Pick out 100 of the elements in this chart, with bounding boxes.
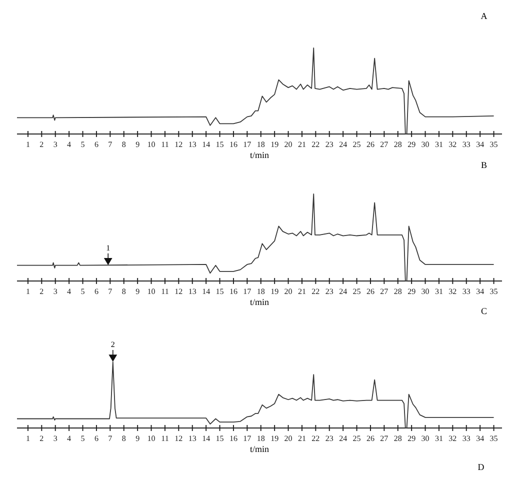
x-tick-label: 4 — [67, 434, 72, 444]
x-tick-label: 17 — [243, 140, 252, 150]
x-tick-label: 15 — [216, 434, 224, 444]
x-tick-label: 6 — [94, 434, 98, 444]
x-tick-label: 22 — [312, 287, 320, 296]
x-tick-label: 23 — [325, 287, 334, 296]
x-tick-label: 29 — [408, 140, 416, 150]
x-tick-label: 16 — [229, 434, 238, 444]
x-tick-label: 10 — [147, 140, 156, 150]
x-tick-label: 5 — [80, 140, 85, 150]
x-tick-label: 32 — [448, 287, 457, 296]
annotation: 1 — [106, 243, 110, 252]
x-tick-label: 2 — [40, 434, 44, 444]
x-tick-label: 33 — [462, 434, 470, 444]
x-tick-label: 32 — [448, 140, 457, 150]
x-tick-label: 33 — [462, 140, 470, 150]
x-tick-label: 13 — [188, 287, 196, 296]
x-tick-label: 31 — [434, 140, 443, 150]
x-tick-label: 32 — [448, 434, 457, 444]
x-tick-label: 14 — [202, 287, 210, 296]
x-tick-label: 35 — [490, 140, 498, 150]
x-tick-label: 8 — [122, 287, 126, 296]
chart-title: A — [480, 11, 488, 21]
x-tick-label: 6 — [94, 287, 98, 296]
x-tick-label: 33 — [462, 287, 470, 296]
x-axis-title: t/min — [250, 150, 270, 160]
x-tick-label: 27 — [380, 287, 388, 296]
x-tick-label: 16 — [229, 287, 238, 296]
x-tick-label: 20 — [284, 287, 292, 296]
x-tick-label: 31 — [434, 287, 443, 296]
x-tick-label: 19 — [270, 434, 279, 444]
x-tick-label: 9 — [136, 434, 140, 444]
x-tick-label: 21 — [298, 140, 306, 150]
x-tick-label: 23 — [325, 140, 334, 150]
chart-title: C — [480, 306, 488, 316]
x-tick-label: 17 — [243, 287, 252, 296]
x-tick-label: 14 — [202, 140, 210, 150]
x-tick-label: 10 — [147, 287, 156, 296]
x-tick-label: 3 — [53, 287, 58, 296]
x-tick-label: 18 — [256, 434, 265, 444]
x-tick-label: 25 — [352, 140, 361, 150]
x-tick-label: 28 — [394, 287, 402, 296]
x-tick-label: 24 — [339, 287, 348, 296]
x-tick-label: 26 — [366, 287, 374, 296]
x-tick-label: 25 — [352, 287, 361, 296]
x-tick-label: 25 — [352, 434, 361, 444]
x-tick-label: 2 — [40, 140, 44, 150]
x-tick-label: 4 — [67, 287, 72, 296]
x-tick-label: 22 — [312, 140, 320, 150]
x-tick-label: 29 — [408, 287, 416, 296]
x-tick-label: 5 — [80, 287, 85, 296]
x-tick-label: 20 — [284, 434, 292, 444]
x-tick-label: 28 — [394, 434, 402, 444]
x-tick-label: 4 — [67, 140, 72, 150]
x-tick-label: 23 — [325, 434, 334, 444]
x-tick-label: 29 — [408, 434, 416, 444]
x-tick-label: 24 — [339, 140, 348, 150]
x-tick-label: 22 — [312, 434, 320, 444]
chart-title: B — [480, 160, 488, 170]
x-tick-label: 1 — [26, 434, 30, 444]
x-tick-label: 27 — [380, 140, 388, 150]
x-axis-title: t/min — [250, 297, 270, 307]
x-tick-label: 11 — [161, 287, 169, 296]
x-tick-label: 11 — [161, 140, 169, 150]
x-tick-label: 30 — [421, 287, 430, 296]
x-tick-label: 35 — [490, 434, 498, 444]
x-tick-label: 7 — [108, 140, 112, 150]
x-tick-label: 2 — [40, 287, 44, 296]
x-tick-label: 12 — [174, 140, 183, 150]
x-tick-label: 13 — [188, 140, 196, 150]
x-tick-label: 7 — [108, 287, 112, 296]
x-tick-label: 26 — [366, 434, 374, 444]
x-tick-label: 10 — [147, 434, 156, 444]
x-tick-label: 12 — [174, 434, 183, 444]
x-tick-label: 5 — [80, 434, 85, 444]
x-tick-label: 24 — [339, 434, 348, 444]
x-tick-label: 30 — [421, 140, 430, 150]
x-tick-label: 17 — [243, 434, 252, 444]
text: D — [478, 462, 485, 472]
x-tick-label: 8 — [122, 434, 126, 444]
x-tick-label: 19 — [270, 287, 279, 296]
x-tick-label: 18 — [256, 140, 265, 150]
x-tick-label: 35 — [490, 287, 498, 296]
annotation: 2 — [110, 340, 115, 349]
x-tick-label: 28 — [394, 140, 402, 150]
x-tick-label: 1 — [26, 287, 30, 296]
x-tick-label: 15 — [216, 287, 224, 296]
x-tick-label: 15 — [216, 140, 224, 150]
x-tick-label: 11 — [161, 434, 169, 444]
x-tick-label: 8 — [122, 140, 126, 150]
x-tick-label: 3 — [53, 434, 58, 444]
x-tick-label: 7 — [108, 434, 112, 444]
x-tick-label: 21 — [298, 287, 306, 296]
x-tick-label: 1 — [26, 140, 30, 150]
x-tick-label: 18 — [256, 287, 265, 296]
x-tick-label: 34 — [476, 287, 484, 296]
x-tick-label: 16 — [229, 140, 238, 150]
x-tick-label: 31 — [434, 434, 443, 444]
x-tick-label: 20 — [284, 140, 292, 150]
x-tick-label: 34 — [476, 140, 484, 150]
